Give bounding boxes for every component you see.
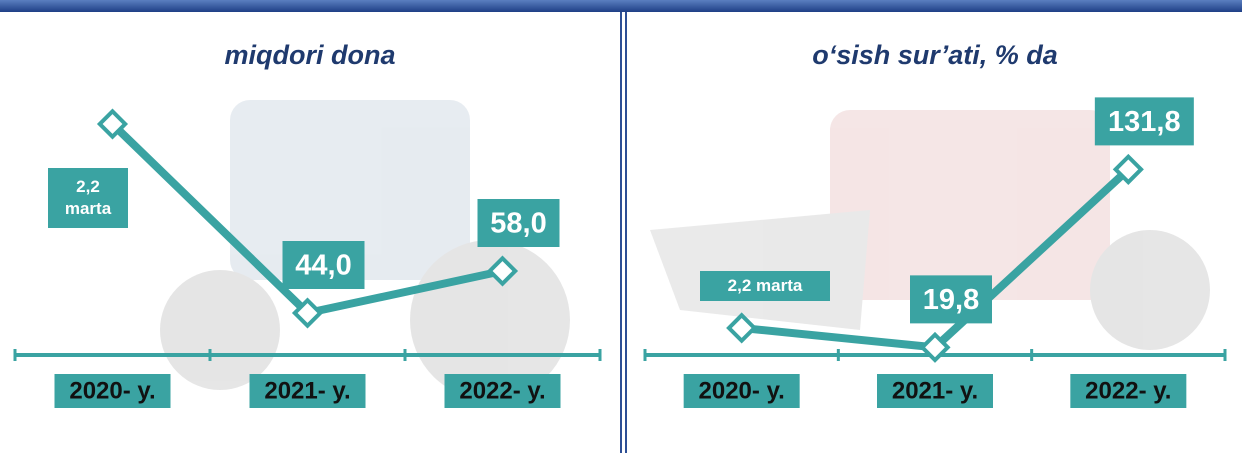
- value-label: 58,0: [490, 208, 546, 240]
- annotation-box: [48, 168, 128, 228]
- marker: [291, 297, 324, 329]
- marker: [1112, 153, 1144, 185]
- x-tick-label: 2020- y.: [69, 377, 155, 404]
- x-tick-label-box: [1070, 374, 1187, 408]
- value-label: 19,8: [923, 284, 979, 316]
- annotation: 2,2 marta: [64, 177, 112, 218]
- x-tick-label: 2022- y.: [459, 377, 545, 404]
- x-tick-label: 2021- y.: [264, 377, 350, 404]
- annotation-text: 2,2 marta: [727, 276, 803, 295]
- x-tick-label-box: [444, 374, 561, 408]
- value-label: 131,8: [1108, 106, 1181, 138]
- annotation-box: [700, 271, 830, 301]
- marker: [486, 255, 519, 287]
- value-label-box: [1094, 97, 1194, 146]
- marker: [96, 108, 129, 140]
- marker: [726, 312, 758, 344]
- chart-title: miqdori dona: [225, 40, 396, 70]
- x-tick-label: 2022- y.: [1085, 377, 1171, 404]
- value-label-box: [910, 275, 992, 324]
- x-tick-label-box: [877, 374, 993, 408]
- x-tick-label-box: [249, 374, 366, 408]
- x-tick-label: 2021- y.: [892, 377, 978, 404]
- top-bar: [0, 0, 1242, 12]
- marker: [919, 331, 951, 363]
- x-tick-label-box: [54, 374, 171, 408]
- annotation: 2,2 marta: [727, 276, 803, 295]
- x-tick-label-box: [683, 374, 800, 408]
- x-tick-label: 2020- y.: [699, 377, 785, 404]
- value-label: 44,0: [295, 250, 351, 282]
- chart-title: o‘sish sur’ati, % da: [812, 40, 1058, 70]
- value-label-box: [477, 199, 560, 247]
- annotation-text: 2,2 marta: [64, 177, 112, 218]
- value-label-box: [282, 241, 365, 289]
